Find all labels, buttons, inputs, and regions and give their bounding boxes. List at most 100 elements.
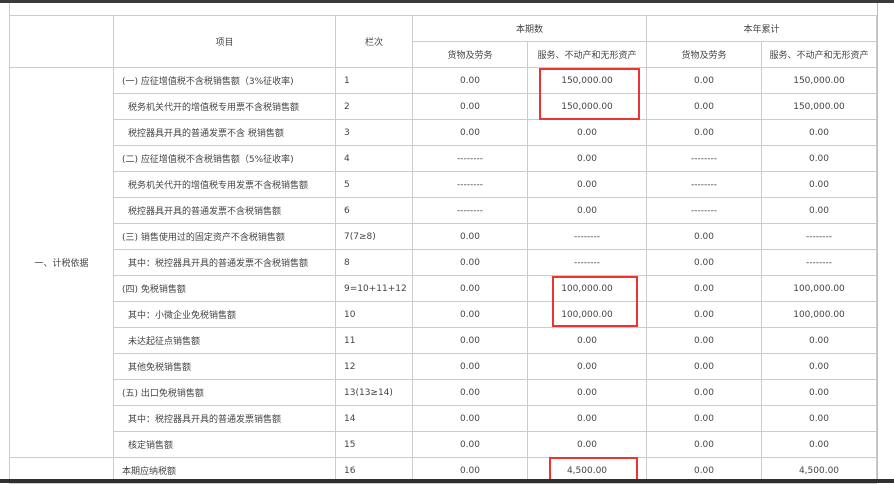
- row-line-no: 13(13≥14): [335, 379, 413, 406]
- row-value-c4: 0.00: [761, 171, 877, 198]
- highlight-box-rows-9-10: [552, 276, 638, 327]
- table-row: (四) 免税销售额 9=10+11+12 0.00 100,000.00 0.00 100…: [10, 275, 877, 302]
- table-row: 税控器具开具的普通发票不含 税销售额 3 0.00 0.00 0.00 0.00: [10, 119, 877, 146]
- row-value-c4: 150,000.00: [761, 67, 877, 94]
- row-line-no: 8: [335, 249, 413, 276]
- row-value-c3: 0.00: [646, 301, 762, 328]
- row-value-c1: 0.00: [412, 119, 528, 146]
- header-year-to-date: 本年累计: [646, 15, 877, 42]
- row-value-c3: 0.00: [646, 119, 762, 146]
- row-value-c4: 150,000.00: [761, 93, 877, 120]
- row-value-c1: 0.00: [412, 93, 528, 120]
- row-value-c1: 0.00: [412, 67, 528, 94]
- row-item-label: (三) 销售使用过的固定资产不含税销售额: [113, 223, 336, 250]
- header-goods-ytd: 货物及劳务: [646, 41, 762, 68]
- row-value-c4: 0.00: [761, 327, 877, 354]
- header-blank: [9, 15, 114, 68]
- row-value-c3: --------: [646, 171, 762, 198]
- row-value-c1: --------: [412, 145, 528, 172]
- row-line-no: 14: [335, 405, 413, 432]
- right-scroll-area[interactable]: [877, 3, 894, 479]
- highlight-box-row-16: [549, 457, 638, 481]
- row-line-no: 9=10+11+12: [335, 275, 413, 302]
- row-value-c1: 0.00: [412, 301, 528, 328]
- highlight-box-rows-1-2: [539, 68, 640, 120]
- row-value-c1: --------: [412, 171, 528, 198]
- table-row: (三) 销售使用过的固定资产不含税销售额 7(7≥8) 0.00 -------- 0.…: [10, 223, 877, 250]
- row-item-label: 其中：税控器具开具的普通发票不含税销售额: [113, 249, 336, 276]
- row-value-c1: 0.00: [412, 275, 528, 302]
- row-line-no: 6: [335, 197, 413, 224]
- table-row: (五) 出口免税销售额 13(13≥14) 0.00 0.00 0.00 0.00: [10, 379, 877, 406]
- row-value-c4: 0.00: [761, 197, 877, 224]
- row-line-no: 15: [335, 431, 413, 458]
- row-value-c2: 0.00: [527, 197, 647, 224]
- row-item-label: (二) 应征增值税不含税销售额（5%征收率): [113, 145, 336, 172]
- row-item-label: (一) 应征增值税不含税销售额（3%征收率): [113, 67, 336, 94]
- row-item-label: 税务机关代开的增值税专用票不含税销售额: [113, 93, 336, 120]
- table-row: 其中：税控器具开具的普通发票销售额 14 0.00 0.00 0.00 0.00: [10, 405, 877, 432]
- section-label: 一、计税依据: [9, 67, 114, 458]
- row-value-c1: 0.00: [412, 223, 528, 250]
- row-value-c4: 0.00: [761, 145, 877, 172]
- header-goods-current: 货物及劳务: [412, 41, 528, 68]
- row-value-c2: --------: [527, 249, 647, 276]
- row-value-c3: 0.00: [646, 405, 762, 432]
- row-item-label: (四) 免税销售额: [113, 275, 336, 302]
- table-row: 税务机关代开的增值税专用票不含税销售额 2 0.00 150,000.00 0.00 15…: [10, 93, 877, 120]
- row-value-c1: 0.00: [412, 353, 528, 380]
- row-value-c2: 0.00: [527, 353, 647, 380]
- header-services-ytd: 服务、不动产和无形资产: [761, 41, 877, 68]
- row-line-no: 11: [335, 327, 413, 354]
- row-value-c2: 0.00: [527, 145, 647, 172]
- row-item-label: 税控器具开具的普通发票不含税销售额: [113, 197, 336, 224]
- row-item-label: 未达起征点销售额: [113, 327, 336, 354]
- table-row: 其他免税销售额 12 0.00 0.00 0.00 0.00: [10, 353, 877, 380]
- row-line-no: 1: [335, 67, 413, 94]
- row-value-c1: 0.00: [412, 379, 528, 406]
- window-bottom-bar: [0, 479, 894, 483]
- row-value-c2: 0.00: [527, 431, 647, 458]
- row-value-c3: 0.00: [646, 379, 762, 406]
- row-value-c4: 100,000.00: [761, 275, 877, 302]
- row-value-c3: 0.00: [646, 353, 762, 380]
- row-value-c3: 0.00: [646, 327, 762, 354]
- row-value-c3: --------: [646, 197, 762, 224]
- row-value-c2: 0.00: [527, 119, 647, 146]
- row-line-no: 2: [335, 93, 413, 120]
- row-line-no: 5: [335, 171, 413, 198]
- row-value-c4: 0.00: [761, 353, 877, 380]
- row-value-c3: 0.00: [646, 67, 762, 94]
- row-value-c4: --------: [761, 223, 877, 250]
- table-row: 未达起征点销售额 11 0.00 0.00 0.00 0.00: [10, 327, 877, 354]
- table-row: 其中：小微企业免税销售额 10 0.00 100,000.00 0.00 100,000.…: [10, 301, 877, 328]
- table-row: 其中：税控器具开具的普通发票不含税销售额 8 0.00 -------- 0.00 ---…: [10, 249, 877, 276]
- row-value-c2: 0.00: [527, 171, 647, 198]
- row-line-no: 12: [335, 353, 413, 380]
- table-row: 税务机关代开的增值税专用发票不含税销售额 5 -------- 0.00 -------…: [10, 171, 877, 198]
- row-value-c4: 100,000.00: [761, 301, 877, 328]
- row-item-label: 其他免税销售额: [113, 353, 336, 380]
- row-value-c1: 0.00: [412, 327, 528, 354]
- row-item-label: 其中：税控器具开具的普通发票销售额: [113, 405, 336, 432]
- row-value-c4: 0.00: [761, 431, 877, 458]
- vat-return-table: 项目 栏次 本期数 本年累计 货物及劳务 服务、不动产和无形资产 货物及劳务 服…: [9, 15, 877, 484]
- row-line-no: 7(7≥8): [335, 223, 413, 250]
- row-item-label: (五) 出口免税销售额: [113, 379, 336, 406]
- row-item-label: 税务机关代开的增值税专用发票不含税销售额: [113, 171, 336, 198]
- row-value-c2: 150,000.00: [527, 93, 647, 120]
- table-row: (二) 应征增值税不含税销售额（5%征收率) 4 -------- 0.00 -----…: [10, 145, 877, 172]
- row-item-label: 税控器具开具的普通发票不含 税销售额: [113, 119, 336, 146]
- row-value-c4: 0.00: [761, 405, 877, 432]
- row-value-c1: 0.00: [412, 405, 528, 432]
- row-value-c1: 0.00: [412, 249, 528, 276]
- header-current-period: 本期数: [412, 15, 647, 42]
- row-line-no: 3: [335, 119, 413, 146]
- table-row: 一、计税依据 (一) 应征增值税不含税销售额（3%征收率) 1 0.00 150,000…: [9, 67, 877, 458]
- row-item-label: 其中：小微企业免税销售额: [113, 301, 336, 328]
- row-value-c3: 0.00: [646, 93, 762, 120]
- row-value-c2: --------: [527, 223, 647, 250]
- row-value-c2: 0.00: [527, 327, 647, 354]
- window-top-bar: [0, 0, 894, 3]
- row-value-c3: 0.00: [646, 431, 762, 458]
